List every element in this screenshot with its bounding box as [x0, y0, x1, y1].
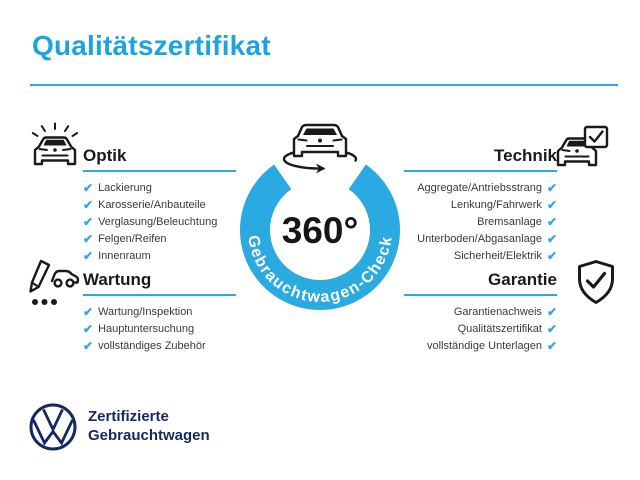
checklist-item: ✔ Lackierung	[83, 179, 236, 196]
checklist: ✔ Garantienachweis ✔ Qualitätszertifikat ✔…	[404, 303, 557, 354]
checklist-item: ✔ Wartung/Inspektion	[83, 303, 236, 320]
item-label: Wartung/Inspektion	[98, 305, 193, 318]
checklist-item: ✔ Aggregate/Antriebsstrang	[404, 179, 557, 196]
check-icon: ✔	[83, 214, 94, 229]
item-label: Karosserie/Anbauteile	[98, 198, 206, 211]
checklist-item: ✔ Innenraum	[83, 247, 236, 264]
item-label: Bremsanlage	[477, 215, 542, 228]
check-icon: ✔	[546, 338, 557, 353]
section-title: Optik	[83, 146, 127, 165]
check-icon: ✔	[83, 304, 94, 319]
checklist-item: ✔ Verglasung/Beleuchtung	[83, 213, 236, 230]
sparkling-car-icon	[31, 122, 79, 166]
car-checkbox-icon	[556, 125, 609, 167]
check-icon: ✔	[83, 248, 94, 263]
check-icon: ✔	[546, 197, 557, 212]
brand-line-1: Zertifizierte	[88, 408, 169, 425]
item-label: Lackierung	[98, 181, 152, 194]
section-divider	[83, 294, 236, 296]
checklist-item: ✔ vollständige Unterlagen	[404, 337, 557, 354]
check-icon: ✔	[83, 180, 94, 195]
brand-text: Zertifizierte Gebrauchtwagen	[88, 407, 210, 445]
brand-line-2: Gebrauchtwagen	[88, 427, 210, 444]
check-icon: ✔	[546, 214, 557, 229]
item-label: Sicherheit/Elektrik	[453, 249, 542, 262]
check-icon: ✔	[546, 321, 557, 336]
checklist-item: ✔ Lenkung/Fahrwerk	[404, 196, 557, 213]
checklist-item: ✔ Sicherheit/Elektrik	[404, 247, 557, 264]
title-divider	[30, 84, 618, 86]
service-checklist-icon	[29, 259, 80, 305]
check-icon: ✔	[83, 338, 94, 353]
checklist: ✔ Aggregate/Antriebsstrang ✔ Lenkung/Fahrw…	[404, 179, 557, 264]
item-label: Verglasung/Beleuchtung	[98, 215, 218, 228]
item-label: vollständige Unterlagen	[426, 339, 542, 352]
item-label: Hauptuntersuchung	[98, 322, 195, 335]
section-title: Wartung	[83, 270, 152, 289]
item-label: Lenkung/Fahrwerk	[450, 198, 542, 211]
section-garantie: Garantie ✔ Garantienachweis ✔ Qualitätszer…	[404, 270, 557, 354]
check-icon: ✔	[546, 304, 557, 319]
section-divider	[404, 170, 557, 172]
item-label: Garantienachweis	[453, 305, 542, 318]
rotating-car-icon	[282, 123, 358, 174]
checklist-item: ✔ Garantienachweis	[404, 303, 557, 320]
shield-check-icon	[578, 260, 614, 304]
section-technik: Technik ✔ Aggregate/Antriebsstrang ✔ Lenku…	[404, 146, 557, 264]
check-icon: ✔	[546, 248, 557, 263]
section-divider	[404, 294, 557, 296]
degree-label: 360°	[282, 210, 359, 251]
check-icon: ✔	[83, 197, 94, 212]
section-title: Technik	[494, 146, 557, 165]
check-icon: ✔	[546, 180, 557, 195]
checklist-item: ✔ Hauptuntersuchung	[83, 320, 236, 337]
section-divider	[83, 170, 236, 172]
360-check-graphic: Gebrauchtwagen-Check 360°	[240, 123, 400, 310]
item-label: Aggregate/Antriebsstrang	[417, 181, 542, 194]
item-label: vollständiges Zubehör	[98, 339, 206, 352]
section-wartung: Wartung ✔ Wartung/Inspektion ✔ Hauptunters…	[83, 270, 236, 354]
checklist: ✔ Wartung/Inspektion ✔ Hauptuntersuchung ✔…	[83, 303, 236, 354]
checklist-item: ✔ Unterboden/Abgasanlage	[404, 230, 557, 247]
section-optik: Optik ✔ Lackierung ✔ Karosserie/Anbauteile…	[83, 146, 236, 264]
check-icon: ✔	[83, 231, 94, 246]
checklist-item: ✔ vollständiges Zubehör	[83, 337, 236, 354]
checklist-item: ✔ Bremsanlage	[404, 213, 557, 230]
check-icon: ✔	[83, 321, 94, 336]
item-label: Qualitätszertifikat	[457, 322, 542, 335]
vw-logo	[29, 403, 77, 451]
checklist-item: ✔ Felgen/Reifen	[83, 230, 236, 247]
checklist: ✔ Lackierung ✔ Karosserie/Anbauteile ✔ Verg…	[83, 179, 236, 264]
section-title: Garantie	[488, 270, 557, 289]
page-title: Qualitätszertifikat	[32, 30, 271, 61]
checklist-item: ✔ Karosserie/Anbauteile	[83, 196, 236, 213]
item-label: Unterboden/Abgasanlage	[417, 232, 542, 245]
checklist-item: ✔ Qualitätszertifikat	[404, 320, 557, 337]
item-label: Innenraum	[98, 249, 151, 262]
check-icon: ✔	[546, 231, 557, 246]
item-label: Felgen/Reifen	[98, 232, 167, 245]
